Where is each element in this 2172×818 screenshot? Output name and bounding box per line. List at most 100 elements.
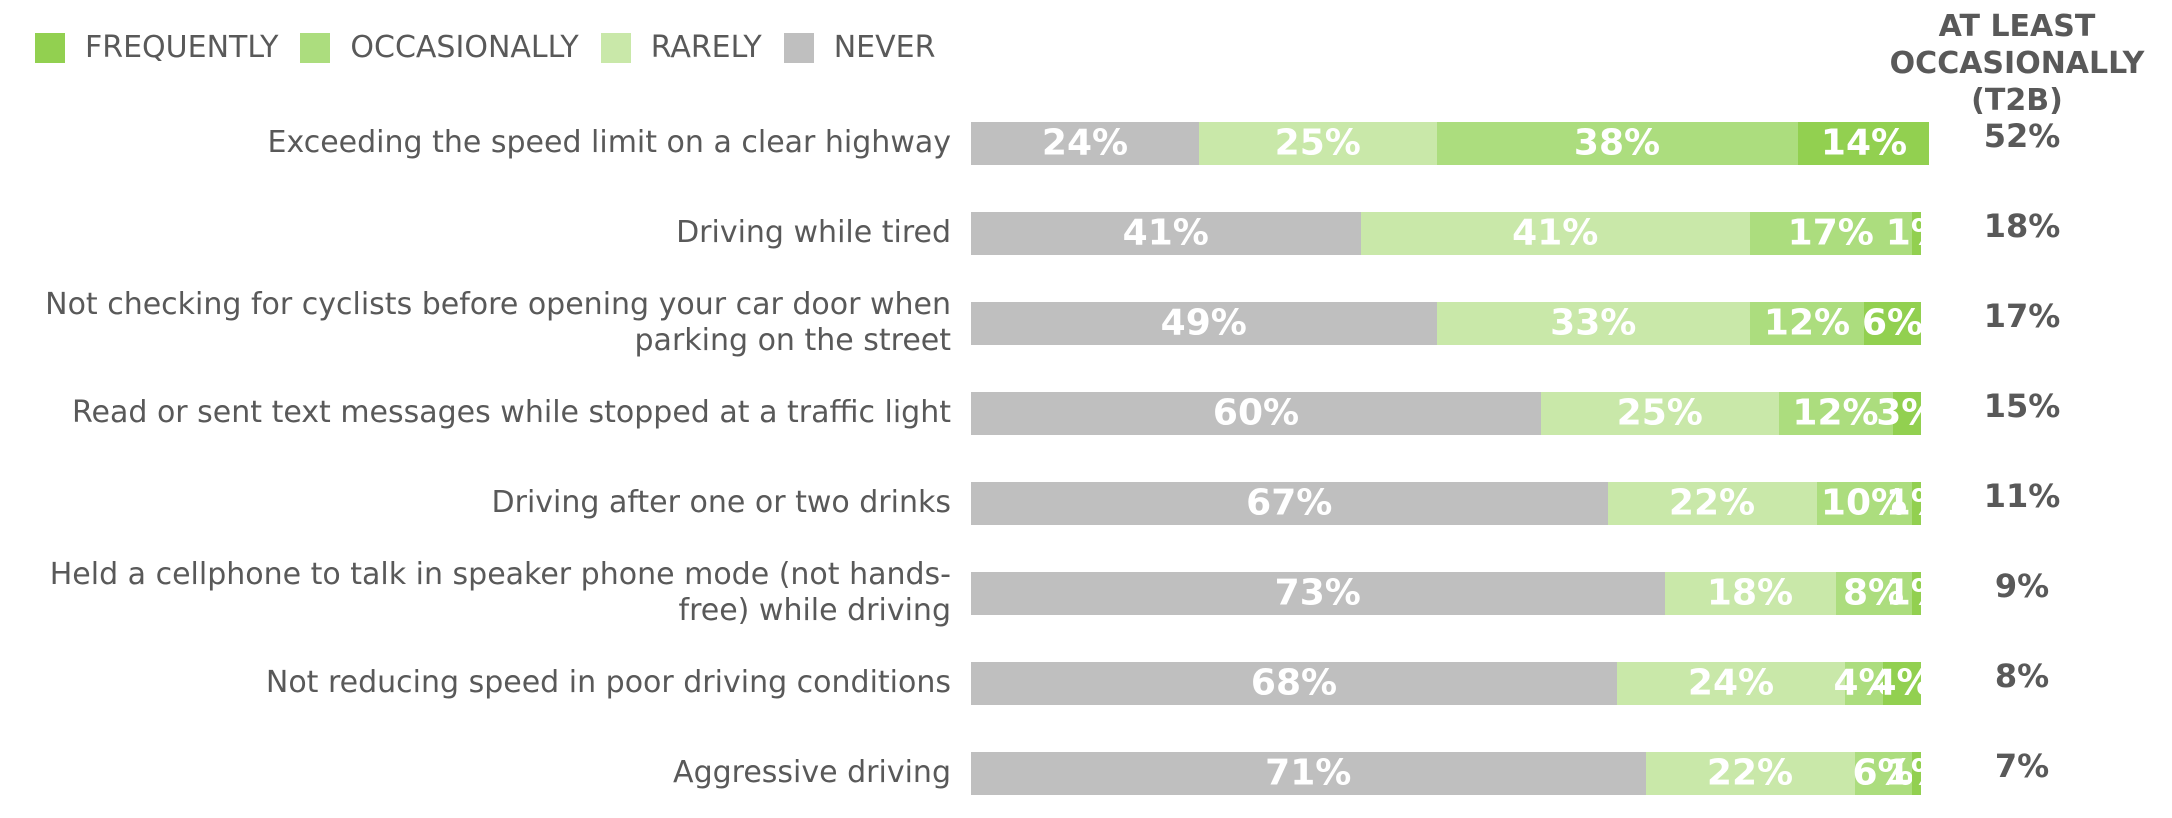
bar-segment: 41% bbox=[971, 211, 1361, 255]
bar-segment: 8% bbox=[1835, 571, 1912, 615]
data-label: 67% bbox=[1246, 482, 1333, 524]
bar-segment: 14% bbox=[1797, 121, 1929, 165]
legend-label: OCCASIONALLY bbox=[350, 30, 579, 65]
legend-item: NEVER bbox=[783, 30, 936, 65]
t2b-value: 15% bbox=[1983, 387, 2061, 425]
t2b-value: 18% bbox=[1983, 207, 2061, 245]
bar-segment: 68% bbox=[971, 661, 1617, 705]
bar-segment: 3% bbox=[1876, 391, 1929, 435]
data-label: 6% bbox=[1861, 302, 1924, 344]
data-label: 10% bbox=[1820, 482, 1908, 524]
bar-segment: 1% bbox=[1886, 481, 1929, 525]
bar-row: 41% 41% 17% 1% bbox=[971, 211, 1929, 255]
bar-row: 73% 18% 8%1% bbox=[971, 571, 1929, 615]
bar-row: 60% 25% 12%3% bbox=[971, 391, 1929, 435]
t2b-value: 52% bbox=[1983, 117, 2061, 155]
bar-segment: 12% bbox=[1750, 301, 1864, 345]
data-label: 6% bbox=[1852, 752, 1914, 794]
legend-swatch bbox=[300, 32, 331, 63]
data-label: 22% bbox=[1668, 482, 1756, 524]
data-label: 24% bbox=[1041, 122, 1129, 164]
data-label: 1% bbox=[1885, 482, 1929, 524]
t2b-value: 7% bbox=[1994, 747, 2050, 785]
legend-swatch bbox=[600, 32, 631, 63]
category-label: Read or sent text messages while stopped… bbox=[72, 395, 951, 430]
t2b-value: 11% bbox=[1983, 477, 2061, 515]
bar-segment: 60% bbox=[971, 391, 1541, 435]
bar-segment: 73% bbox=[971, 571, 1665, 615]
data-label: 73% bbox=[1274, 572, 1361, 614]
bar-segment: 25% bbox=[1199, 121, 1437, 165]
bar-segment: 6% bbox=[1852, 751, 1914, 795]
bar-segment: 38% bbox=[1436, 121, 1798, 165]
bar-segment: 22% bbox=[1645, 751, 1855, 795]
bar-segment: 17% bbox=[1750, 211, 1912, 255]
legend-item: OCCASIONALLY bbox=[300, 30, 579, 65]
data-label: 38% bbox=[1573, 122, 1661, 164]
data-label: 24% bbox=[1687, 662, 1775, 704]
data-label: 60% bbox=[1212, 392, 1300, 434]
legend-swatch bbox=[783, 32, 814, 63]
data-label: 41% bbox=[1512, 212, 1599, 254]
category-label: Driving while tired bbox=[676, 215, 951, 250]
legend-swatch bbox=[35, 32, 65, 63]
bar-segment: 33% bbox=[1436, 301, 1750, 345]
bar-segment: 49% bbox=[971, 301, 1437, 345]
data-label: 1% bbox=[1885, 572, 1929, 614]
bar-row: 24% 25% 38% 14% bbox=[971, 121, 1929, 165]
bar-row: 67% 22% 10%1% bbox=[971, 481, 1929, 525]
bar-segment: 1% bbox=[1886, 211, 1929, 255]
bar-row: 68% 24% 4% 4% bbox=[971, 661, 1929, 705]
data-label: 33% bbox=[1550, 302, 1637, 344]
t2b-title: AT LEAST OCCASIONALLY (T2B) bbox=[1889, 9, 2145, 118]
data-label: 22% bbox=[1706, 752, 1794, 794]
category-label: Aggressive driving bbox=[673, 755, 951, 790]
data-label: 25% bbox=[1274, 122, 1361, 164]
bar-segment: 10% bbox=[1816, 481, 1912, 525]
bar-segment: 12% bbox=[1778, 391, 1893, 435]
bar-segment: 1% bbox=[1886, 751, 1929, 795]
category-label: Driving after one or two drinks bbox=[491, 485, 951, 520]
category-label: Not checking for cyclists before opening… bbox=[45, 287, 951, 358]
legend: FREQUENTLY OCCASIONALLY RARELY NEVER bbox=[35, 30, 957, 65]
category-label: Not reducing speed in poor driving condi… bbox=[265, 665, 951, 700]
data-label: 17% bbox=[1787, 212, 1874, 254]
legend-label: NEVER bbox=[833, 30, 936, 65]
data-label: 4% bbox=[1871, 662, 1929, 704]
bar-segment: 18% bbox=[1664, 571, 1836, 615]
t2b-value: 9% bbox=[1994, 567, 2050, 605]
category-label: Held a cellphone to talk in speaker phon… bbox=[49, 557, 951, 628]
legend-item: RARELY bbox=[600, 30, 762, 65]
data-label: 49% bbox=[1160, 302, 1247, 344]
t2b-value: 17% bbox=[1983, 297, 2061, 335]
legend-item: FREQUENTLY bbox=[35, 30, 278, 65]
data-label: 14% bbox=[1820, 122, 1908, 164]
data-label: 25% bbox=[1616, 392, 1703, 434]
data-label: 68% bbox=[1250, 662, 1338, 704]
bar-segment: 4% bbox=[1871, 661, 1929, 705]
bar-segment: 6% bbox=[1861, 301, 1924, 345]
data-label: 41% bbox=[1122, 212, 1209, 254]
bar-segment: 24% bbox=[1617, 661, 1845, 705]
bar-segment: 71% bbox=[971, 751, 1646, 795]
bar-segment: 22% bbox=[1607, 481, 1817, 525]
data-label: 1% bbox=[1885, 212, 1929, 254]
data-label: 12% bbox=[1792, 392, 1879, 434]
data-label: 18% bbox=[1706, 572, 1794, 614]
data-label: 1% bbox=[1885, 752, 1929, 794]
bar-row: 71% 22% 6%1% bbox=[971, 751, 1929, 795]
bar-segment: 67% bbox=[971, 481, 1608, 525]
data-label: 12% bbox=[1763, 302, 1851, 344]
bar-segment: 1% bbox=[1886, 571, 1929, 615]
category-label: Exceeding the speed limit on a clear hig… bbox=[267, 125, 951, 160]
bar-segment: 24% bbox=[971, 121, 1199, 165]
bar-row: 49% 33% 12% 6% bbox=[971, 301, 1929, 345]
bar-segment: 41% bbox=[1360, 211, 1750, 255]
t2b-value: 8% bbox=[1994, 657, 2050, 695]
data-label: 3% bbox=[1876, 392, 1929, 434]
data-label: 71% bbox=[1265, 752, 1352, 794]
legend-label: RARELY bbox=[650, 30, 762, 65]
data-label: 8% bbox=[1842, 572, 1905, 614]
legend-label: FREQUENTLY bbox=[85, 30, 279, 65]
